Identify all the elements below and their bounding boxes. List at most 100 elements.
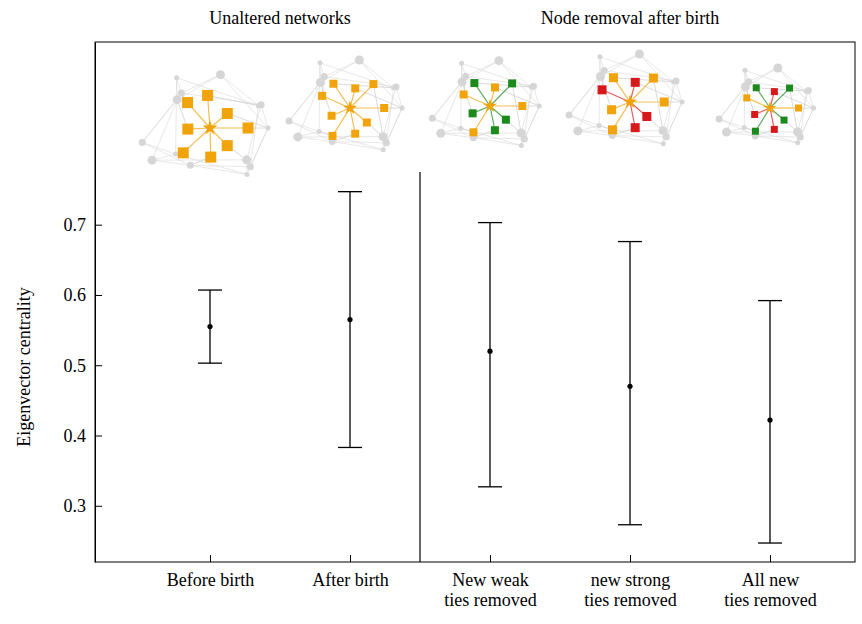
y-tick: 0.6 xyxy=(64,285,103,305)
network-node xyxy=(436,129,445,138)
x-tick-label: After birth xyxy=(312,570,388,590)
network-thumbnail xyxy=(285,56,404,153)
network-edge xyxy=(569,115,599,125)
network-thumbnail xyxy=(716,64,816,146)
network-edge xyxy=(499,61,531,87)
network-node xyxy=(222,140,233,151)
network-node xyxy=(601,67,608,74)
y-axis-line xyxy=(95,43,96,563)
network-edge xyxy=(210,127,248,128)
y-tick-label: 0.4 xyxy=(64,426,87,446)
network-edge xyxy=(333,84,393,88)
network-node xyxy=(469,109,477,117)
error-cap-upper xyxy=(338,191,362,192)
network-node xyxy=(811,106,816,111)
x-tick-mark xyxy=(490,555,491,562)
network-node xyxy=(743,94,750,101)
network-node xyxy=(462,73,469,80)
network-node xyxy=(173,95,182,104)
network-edge xyxy=(666,82,673,137)
network-node xyxy=(329,132,337,140)
network-node xyxy=(793,127,802,136)
point xyxy=(627,384,632,389)
network-node xyxy=(781,117,788,124)
network-edge xyxy=(208,95,259,105)
network-node xyxy=(491,83,499,91)
y-tick-mark xyxy=(95,436,102,437)
network-edge xyxy=(727,87,746,132)
network-node xyxy=(786,85,793,92)
network-edge xyxy=(220,75,268,128)
network-hub xyxy=(623,95,637,109)
network-edge xyxy=(613,78,673,82)
plot-frame xyxy=(95,42,855,562)
network-node xyxy=(317,129,322,134)
network-node xyxy=(369,80,377,88)
network-node xyxy=(182,124,193,135)
error-cap-lower xyxy=(758,542,782,543)
network-node xyxy=(642,112,651,121)
network-edge xyxy=(383,108,402,150)
network-node xyxy=(328,112,336,120)
y-tick: 0.3 xyxy=(64,496,103,516)
network-edge xyxy=(719,119,755,136)
y-tick-mark xyxy=(95,225,102,226)
network-edge xyxy=(521,106,539,145)
network-node xyxy=(317,60,322,65)
network-node xyxy=(598,85,607,94)
x-tick-label-line: New weak xyxy=(452,570,528,590)
y-tick-label: 0.5 xyxy=(64,356,87,376)
network-node xyxy=(459,61,464,66)
y-tick: 0.7 xyxy=(64,215,103,235)
group-header: Node removal after birth xyxy=(541,8,719,28)
network-node xyxy=(517,129,526,138)
network-edge xyxy=(466,61,499,77)
network-thumbnail xyxy=(429,56,542,148)
network-node xyxy=(742,125,747,130)
y-tick-label: 0.6 xyxy=(64,285,87,305)
network-node xyxy=(508,79,516,87)
network-node xyxy=(660,98,669,107)
error-cap-upper xyxy=(758,300,782,301)
network-edge xyxy=(181,75,220,93)
error-cap-upper xyxy=(198,289,222,290)
network-node xyxy=(242,155,251,164)
network-node xyxy=(187,162,194,169)
x-tick: All newties removed xyxy=(724,555,816,610)
error-cap-upper xyxy=(618,241,642,242)
network-edge xyxy=(770,107,799,108)
x-tick: New weakties removed xyxy=(444,555,536,610)
network-hub xyxy=(343,101,357,115)
y-tick-label: 0.3 xyxy=(64,496,87,516)
network-node xyxy=(470,79,478,87)
network-edge xyxy=(745,70,806,91)
network-node xyxy=(716,115,723,122)
network-node xyxy=(174,75,179,80)
x-tick-label-line: All new xyxy=(742,570,800,590)
network-node xyxy=(363,118,371,126)
network-edge xyxy=(495,87,539,106)
network-node xyxy=(659,126,668,135)
network-edge xyxy=(569,115,612,135)
network-node xyxy=(635,50,644,59)
network-edge xyxy=(289,121,332,141)
network-node xyxy=(173,152,178,157)
network-node xyxy=(530,83,537,90)
error-bar xyxy=(629,242,630,525)
point xyxy=(347,317,352,322)
network-edge xyxy=(441,82,462,133)
network-node xyxy=(742,68,747,73)
point xyxy=(207,324,212,329)
network-edge xyxy=(298,83,321,137)
network-edge xyxy=(142,143,190,166)
network-node xyxy=(381,147,386,152)
x-tick: After birth xyxy=(312,555,388,590)
network-node xyxy=(597,54,602,59)
network-edge xyxy=(289,121,319,131)
x-tick-label-line: ties removed xyxy=(444,590,536,610)
network-node xyxy=(609,73,618,82)
network-node xyxy=(565,112,572,119)
network-node xyxy=(247,163,254,170)
y-tick-mark xyxy=(95,365,102,366)
network-edge xyxy=(432,118,473,137)
